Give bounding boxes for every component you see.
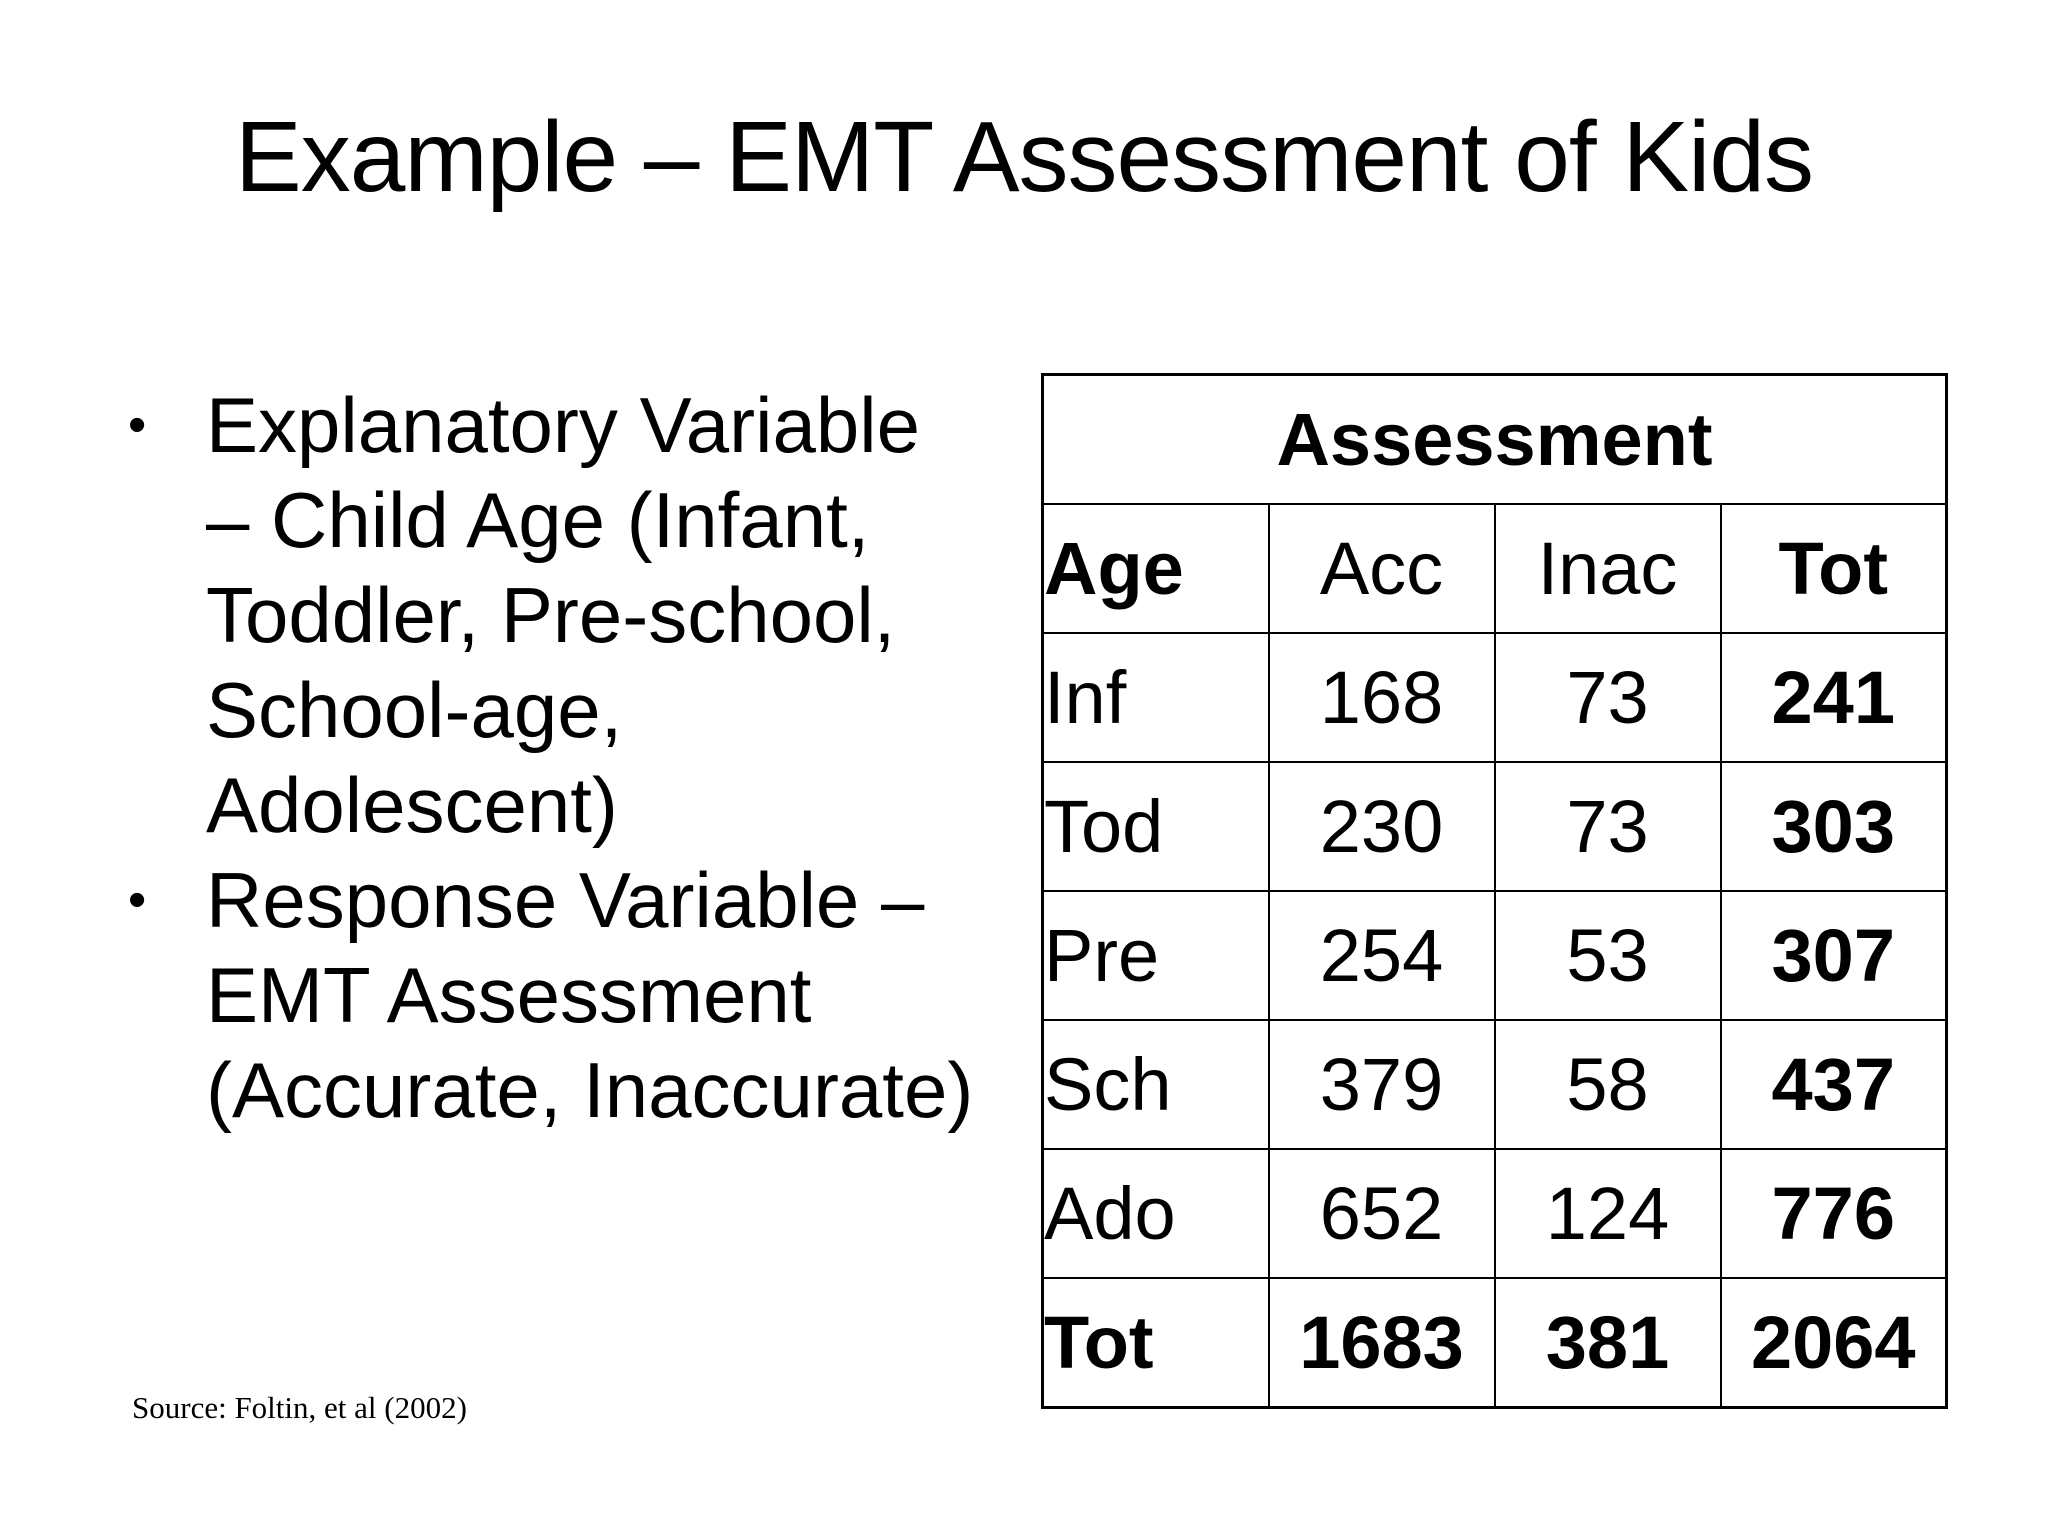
cell-tot: 307 xyxy=(1719,890,1948,1021)
bullet-item: • Response Variable – EMT Assessment (Ac… xyxy=(118,853,1028,1138)
table-title: Assessment xyxy=(1041,373,1948,505)
cell-acc: 652 xyxy=(1267,1148,1496,1279)
bullet-dot-icon: • xyxy=(128,396,147,454)
table-header-row: Age Acc Inac Tot xyxy=(1041,503,1948,634)
table-row-sch: Sch 379 58 437 xyxy=(1041,1019,1948,1150)
cell-acc: 1683 xyxy=(1267,1277,1496,1409)
cell-tot: 303 xyxy=(1719,761,1948,892)
cell-tot: 776 xyxy=(1719,1148,1948,1279)
col-header-age: Age xyxy=(1041,503,1270,634)
cell-inac: 73 xyxy=(1493,761,1722,892)
row-label: Ado xyxy=(1041,1148,1270,1279)
bullet-text-response-variable: Response Variable – EMT Assessment (Accu… xyxy=(206,856,974,1134)
cell-acc: 168 xyxy=(1267,632,1496,763)
cell-tot: 2064 xyxy=(1719,1277,1948,1409)
row-label: Inf xyxy=(1041,632,1270,763)
table-row-pre: Pre 254 53 307 xyxy=(1041,890,1948,1021)
row-label: Tot xyxy=(1041,1277,1270,1409)
row-label: Tod xyxy=(1041,761,1270,892)
col-header-tot: Tot xyxy=(1719,503,1948,634)
row-label: Pre xyxy=(1041,890,1270,1021)
bullet-item: • Explanatory Variable – Child Age (Infa… xyxy=(118,378,1028,853)
bullet-list: • Explanatory Variable – Child Age (Infa… xyxy=(118,378,1028,1138)
cell-inac: 73 xyxy=(1493,632,1722,763)
cell-inac: 53 xyxy=(1493,890,1722,1021)
cell-tot: 437 xyxy=(1719,1019,1948,1150)
cell-inac: 58 xyxy=(1493,1019,1722,1150)
table-title-row: Assessment xyxy=(1041,373,1948,505)
cell-tot: 241 xyxy=(1719,632,1948,763)
cell-acc: 254 xyxy=(1267,890,1496,1021)
table-row-tod: Tod 230 73 303 xyxy=(1041,761,1948,892)
slide-title: Example – EMT Assessment of Kids xyxy=(235,101,1814,213)
col-header-inac: Inac xyxy=(1493,503,1722,634)
cell-inac: 381 xyxy=(1493,1277,1722,1409)
cell-acc: 230 xyxy=(1267,761,1496,892)
table-row-inf: Inf 168 73 241 xyxy=(1041,632,1948,763)
assessment-table: Assessment Age Acc Inac Tot Inf 168 73 2… xyxy=(1041,373,1948,1409)
table-row-ado: Ado 652 124 776 xyxy=(1041,1148,1948,1279)
cell-acc: 379 xyxy=(1267,1019,1496,1150)
table-row-total: Tot 1683 381 2064 xyxy=(1041,1277,1948,1409)
bullet-text-explanatory-variable: Explanatory Variable – Child Age (Infant… xyxy=(206,381,920,849)
cell-inac: 124 xyxy=(1493,1148,1722,1279)
bullet-dot-icon: • xyxy=(128,871,147,929)
col-header-acc: Acc xyxy=(1267,503,1496,634)
source-note: Source: Foltin, et al (2002) xyxy=(132,1390,467,1425)
row-label: Sch xyxy=(1041,1019,1270,1150)
